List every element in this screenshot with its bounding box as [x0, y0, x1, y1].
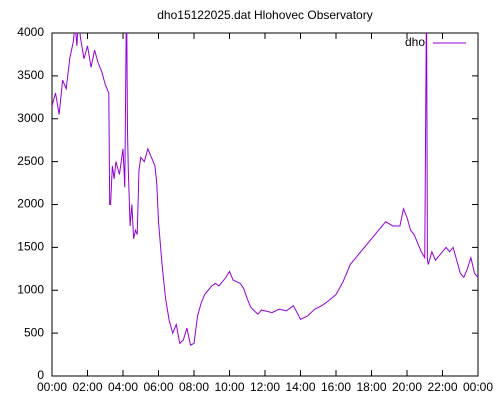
y-tick-label: 500	[24, 325, 44, 339]
y-tick-label: 0	[37, 368, 44, 382]
x-tick-label: 12:00	[250, 380, 280, 394]
legend-label: dho	[405, 35, 425, 49]
chart-title: dho15122025.dat Hlohovec Observatory	[157, 8, 372, 22]
x-tick-label: 14:00	[285, 380, 315, 394]
x-tick-label: 20:00	[392, 380, 422, 394]
x-tick-label: 04:00	[108, 380, 138, 394]
y-tick-label: 3000	[17, 111, 44, 125]
x-tick-label: 08:00	[179, 380, 209, 394]
y-tick-label: 3500	[17, 68, 44, 82]
x-tick-label: 16:00	[321, 380, 351, 394]
y-tick-label: 1000	[17, 282, 44, 296]
x-tick-label: 22:00	[427, 380, 457, 394]
data-line	[52, 33, 478, 346]
x-tick-label: 06:00	[143, 380, 173, 394]
y-tick-label: 1500	[17, 240, 44, 254]
x-tick-label: 00:00	[37, 380, 67, 394]
y-tick-label: 4000	[17, 25, 44, 39]
x-tick-label: 00:00	[463, 380, 493, 394]
x-tick-label: 10:00	[214, 380, 244, 394]
y-tick-label: 2500	[17, 154, 44, 168]
x-tick-label: 02:00	[72, 380, 102, 394]
x-tick-label: 18:00	[356, 380, 386, 394]
y-tick-label: 2000	[17, 197, 44, 211]
